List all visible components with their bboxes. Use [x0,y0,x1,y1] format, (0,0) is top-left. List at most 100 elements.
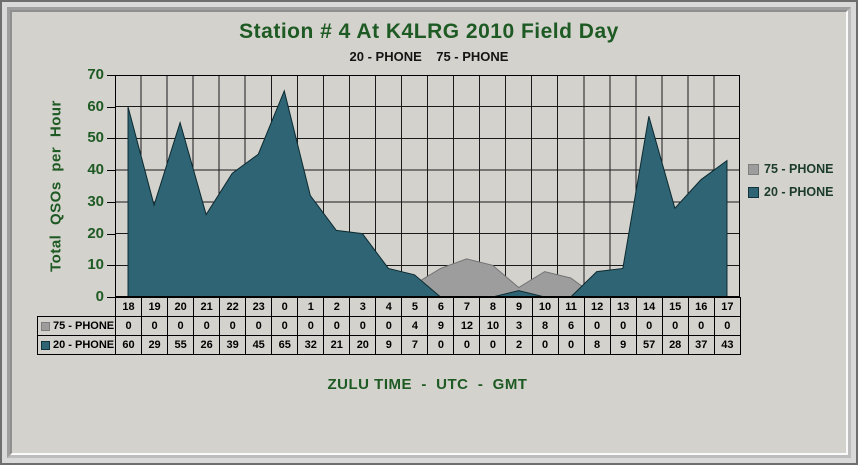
y-tick-label: 10 [87,256,104,274]
legend-item: 75 - PHONE [748,162,833,176]
frame-bevel-inner: Station # 4 At K4LRG 2010 Field Day 20 -… [10,10,848,455]
y-tick-label: 50 [87,129,104,147]
series-row-label: 20 - PHONE [36,335,117,355]
hour-header-cell: 13 [609,297,637,317]
value-cell: 20 [349,335,377,355]
legend: 75 - PHONE 20 - PHONE [748,162,833,208]
value-cell: 2 [505,335,533,355]
value-cell: 0 [167,316,195,336]
value-cell: 43 [713,335,742,355]
value-cell: 12 [453,316,481,336]
value-cell: 0 [661,316,689,336]
hour-header-cell: 16 [687,297,715,317]
y-tick-label: 70 [87,66,104,83]
value-cell: 0 [375,316,403,336]
hour-header-cell: 3 [349,297,377,317]
y-tick-mark [107,233,115,235]
value-cell: 9 [609,335,637,355]
value-cell: 57 [635,335,663,355]
legend-item: 20 - PHONE [748,185,833,199]
value-cell: 0 [713,316,742,336]
value-cell: 0 [531,335,559,355]
legend-swatch-icon [748,163,759,175]
y-tick-label: 60 [87,97,104,115]
chart-subtitle: 20 - PHONE 75 - PHONE [349,49,509,64]
value-cell: 9 [427,316,455,336]
value-cell: 0 [115,316,143,336]
y-tick-mark [107,265,115,267]
value-cell: 37 [687,335,715,355]
hour-header-cell: 17 [713,297,742,317]
y-tick-mark [107,297,115,298]
hour-header-cell: 9 [505,297,533,317]
hour-header-cell: 6 [427,297,455,317]
hour-header-cell: 10 [531,297,559,317]
value-cell: 3 [505,316,533,336]
value-cell: 28 [661,335,689,355]
hour-header-cell: 1 [297,297,325,317]
value-cell: 45 [245,335,273,355]
value-cell: 7 [401,335,429,355]
value-cell: 6 [557,316,585,336]
value-cell: 65 [271,335,299,355]
value-cell: 32 [297,335,325,355]
area-series-75-phone [128,258,727,297]
hour-header-cell: 0 [271,297,299,317]
value-cell: 55 [167,335,195,355]
y-tick-mark [107,75,115,76]
y-tick-mark [107,106,115,108]
value-cell: 26 [193,335,221,355]
hour-header-cell: 2 [323,297,351,317]
value-cell: 21 [323,335,351,355]
table-corner-cell [38,298,116,317]
hour-header-cell: 21 [193,297,221,317]
plot-area [115,75,740,297]
value-cell: 8 [531,316,559,336]
legend-label: 75 - PHONE [764,162,834,176]
value-cell: 29 [141,335,169,355]
hour-header-cell: 12 [583,297,611,317]
y-tick-label: 30 [87,192,104,210]
value-cell: 0 [687,316,715,336]
y-tick-label: 0 [95,288,104,305]
hour-header-cell: 8 [479,297,507,317]
x-axis-title: ZULU TIME - UTC - GMT [327,376,528,393]
value-cell: 4 [401,316,429,336]
chart-title: Station # 4 At K4LRG 2010 Field Day [239,20,619,43]
legend-label: 20 - PHONE [764,185,834,199]
y-axis-title: Total QSOs per Hour [47,100,65,272]
value-cell: 0 [349,316,377,336]
hour-header-cell: 18 [115,297,143,317]
value-cell: 10 [479,316,507,336]
hour-header-cell: 22 [219,297,247,317]
hour-header-cell: 5 [401,297,429,317]
value-cell: 0 [323,316,351,336]
value-cell: 0 [245,316,273,336]
hour-header-cell: 4 [375,297,403,317]
value-cell: 9 [375,335,403,355]
chart-canvas: Station # 4 At K4LRG 2010 Field Day 20 -… [12,12,846,453]
area-series-20-phone [127,89,728,297]
data-table: 18 19 20 21 22 23 0 1 2 3 4 5 6 7 8 9 10 11 12 13 14 15 16 17 75… [36,297,742,355]
value-cell: 0 [479,335,507,355]
hour-header-cell: 14 [635,297,663,317]
value-cell: 0 [427,335,455,355]
value-cell: 0 [219,316,247,336]
frame-bevel-outer: Station # 4 At K4LRG 2010 Field Day 20 -… [7,7,851,458]
value-cell: 8 [583,335,611,355]
y-tick-label: 20 [87,224,104,242]
value-cell: 0 [271,316,299,336]
hour-header-cell: 7 [453,297,481,317]
value-cell: 0 [583,316,611,336]
value-cell: 0 [557,335,585,355]
value-cell: 0 [609,316,637,336]
hour-header-cell: 19 [141,297,169,317]
y-tick-mark [107,201,115,203]
value-cell: 39 [219,335,247,355]
value-cell: 0 [297,316,325,336]
hour-header-cell: 11 [557,297,585,317]
value-cell: 60 [115,335,143,355]
value-cell: 0 [635,316,663,336]
series-key-icon [41,321,50,331]
